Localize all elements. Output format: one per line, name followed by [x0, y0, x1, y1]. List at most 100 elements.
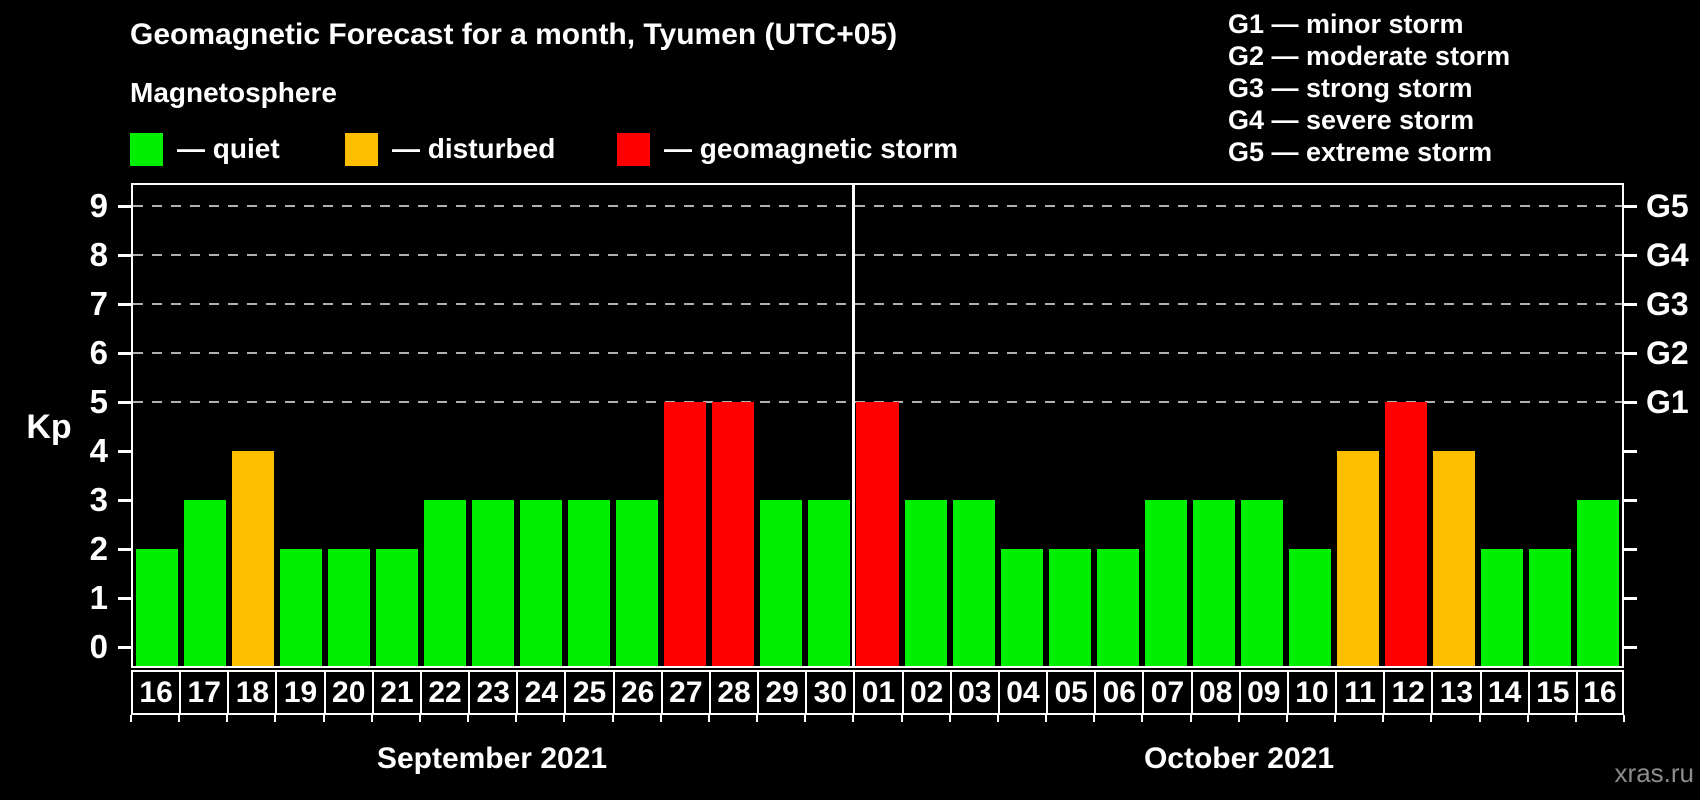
day-label-23: 23 — [468, 670, 519, 715]
day-label-14: 14 — [1479, 670, 1530, 715]
day-axis-tick — [1430, 715, 1433, 722]
day-axis-tick — [1623, 715, 1625, 722]
day-label-24: 24 — [516, 670, 567, 715]
day-axis-tick — [707, 715, 710, 722]
kp-bar-25 — [568, 500, 611, 666]
y-axis-label: 3 — [89, 481, 108, 518]
day-axis-tick — [1382, 715, 1385, 722]
day-label-21: 21 — [371, 670, 422, 715]
g-scale-axis-label: G2 — [1646, 335, 1689, 371]
y-axis-label: 5 — [89, 383, 108, 420]
gridline-kp8 — [133, 254, 1622, 256]
day-label-09: 09 — [1238, 670, 1289, 715]
kp-bar-30 — [808, 500, 851, 666]
kp-bar-03 — [952, 500, 995, 666]
day-axis-tick — [659, 715, 662, 722]
day-label-11: 11 — [1335, 670, 1386, 715]
day-axis-tick — [515, 715, 518, 722]
disturbed-color-swatch — [345, 132, 378, 166]
day-axis-tick — [418, 715, 421, 722]
y-axis-tick-right — [1624, 548, 1637, 551]
y-axis-tick-right — [1624, 254, 1637, 257]
y-axis-tick-right — [1624, 205, 1637, 208]
legend-item-label: — disturbed — [392, 133, 556, 164]
day-axis-tick — [467, 715, 470, 722]
kp-bar-07 — [1144, 500, 1187, 666]
month-divider-line — [851, 185, 855, 666]
y-axis-label: 9 — [89, 187, 108, 224]
g-scale-legend-line: G2 — moderate storm — [1228, 41, 1511, 71]
legend-item-label: — quiet — [177, 133, 280, 164]
kp-bar-08 — [1192, 500, 1235, 666]
y-axis-tick-right — [1624, 352, 1637, 355]
day-label-29: 29 — [757, 670, 808, 715]
y-axis-tick-left — [118, 401, 131, 404]
y-axis-label: 1 — [89, 579, 108, 616]
kp-bar-10 — [1288, 549, 1331, 666]
kp-bar-21 — [376, 549, 419, 666]
day-axis-tick — [1045, 715, 1048, 722]
y-axis-label: 7 — [89, 285, 108, 322]
day-label-08: 08 — [1190, 670, 1241, 715]
y-axis-tick-left — [118, 254, 131, 257]
g-scale-axis-label: G3 — [1646, 286, 1689, 322]
day-axis-tick — [1574, 715, 1577, 722]
day-label-15: 15 — [1527, 670, 1578, 715]
y-axis-label: 0 — [89, 628, 108, 665]
kp-bar-24 — [520, 500, 563, 666]
watermark: xras.ru — [1614, 758, 1694, 788]
day-label-20: 20 — [323, 670, 374, 715]
day-label-05: 05 — [1046, 670, 1097, 715]
day-label-17: 17 — [179, 670, 230, 715]
y-axis-tick-left — [118, 303, 131, 306]
kp-bar-18 — [232, 451, 275, 666]
kp-bar-28 — [712, 402, 755, 666]
g-scale-legend-line: G4 — severe storm — [1228, 105, 1475, 135]
day-label-12: 12 — [1383, 670, 1434, 715]
legend-item-disturbed: — disturbed — [345, 131, 555, 167]
day-axis-tick — [274, 715, 277, 722]
day-axis-tick — [1334, 715, 1337, 722]
g-scale-axis-label: G4 — [1646, 237, 1689, 273]
y-axis-tick-left — [118, 597, 131, 600]
day-label-07: 07 — [1142, 670, 1193, 715]
day-label-02: 02 — [901, 670, 952, 715]
kp-bar-17 — [184, 500, 227, 666]
storm-color-swatch — [617, 132, 650, 166]
day-label-03: 03 — [949, 670, 1000, 715]
y-axis-title: Kp — [26, 408, 72, 446]
y-axis-tick-right — [1624, 450, 1637, 453]
month-label-october: October 2021 — [1143, 742, 1335, 775]
chart-title: Geomagnetic Forecast for a month, Tyumen… — [130, 18, 898, 51]
kp-bar-13 — [1432, 451, 1475, 666]
plot-area — [131, 183, 1624, 668]
gridline-kp7 — [133, 303, 1622, 305]
gridline-kp9 — [133, 205, 1622, 207]
kp-bar-23 — [472, 500, 515, 666]
kp-bar-15 — [1528, 549, 1571, 666]
day-axis-tick — [1526, 715, 1529, 722]
y-axis-label: 2 — [89, 530, 108, 567]
day-axis-tick — [1093, 715, 1096, 722]
legend-item-storm: — geomagnetic storm — [617, 131, 958, 167]
quiet-color-swatch — [130, 132, 163, 166]
g-scale-legend-line: G5 — extreme storm — [1228, 137, 1493, 167]
kp-bar-12 — [1384, 402, 1427, 666]
y-axis-tick-right — [1624, 401, 1637, 404]
day-label-16: 16 — [131, 670, 182, 715]
y-axis-tick-right — [1624, 499, 1637, 502]
day-axis: 16 17 18 19 20 21 22 23 24 25 26 27 28 29 30 01 02 03 04 05… — [131, 670, 1624, 715]
day-axis-tick — [948, 715, 951, 722]
kp-bar-26 — [616, 500, 659, 666]
g-scale-axis-label: G1 — [1646, 384, 1689, 420]
day-axis-tick — [370, 715, 373, 722]
day-axis-tick — [996, 715, 999, 722]
day-axis-tick — [900, 715, 903, 722]
legend-item-quiet: — quiet — [130, 131, 280, 167]
y-axis-label: 8 — [89, 236, 108, 273]
month-label-september: September 2021 — [376, 742, 608, 775]
kp-bar-22 — [424, 500, 467, 666]
kp-bar-29 — [760, 500, 803, 666]
legend-item-label: — geomagnetic storm — [664, 133, 959, 164]
kp-bar-16 — [1576, 500, 1619, 666]
